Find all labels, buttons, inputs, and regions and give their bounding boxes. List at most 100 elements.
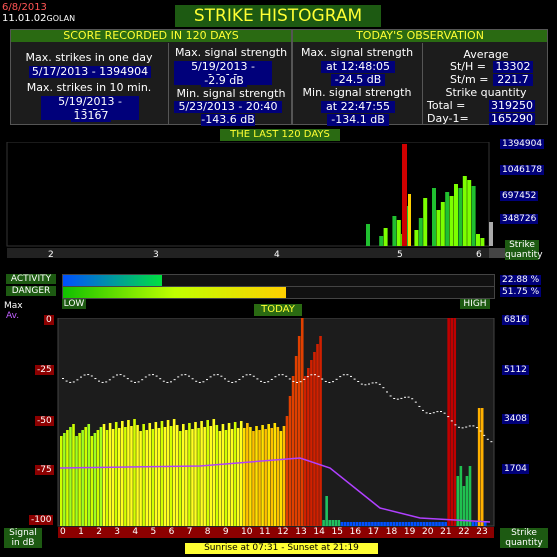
hour-label: 4 bbox=[132, 527, 139, 537]
bar bbox=[349, 522, 353, 526]
bar bbox=[375, 382, 378, 384]
bar bbox=[130, 380, 133, 382]
bar bbox=[461, 427, 464, 429]
bar bbox=[328, 381, 331, 383]
bar bbox=[462, 176, 467, 246]
bar bbox=[291, 376, 295, 526]
bar bbox=[389, 395, 392, 397]
bar bbox=[355, 522, 359, 526]
bar bbox=[440, 202, 445, 246]
bar bbox=[322, 520, 325, 526]
bar bbox=[258, 430, 261, 526]
bar bbox=[116, 374, 118, 376]
bar bbox=[117, 428, 121, 526]
bar bbox=[178, 431, 182, 526]
hour-label: 20 bbox=[422, 527, 434, 537]
bar bbox=[221, 424, 225, 526]
bar bbox=[292, 380, 295, 382]
bar bbox=[242, 376, 244, 378]
bar bbox=[282, 426, 286, 526]
sth-label: St/H = bbox=[450, 60, 486, 73]
bar bbox=[383, 522, 386, 526]
sun-times: Sunrise at 07:31 - Sunset at 21:19 bbox=[185, 543, 378, 554]
bar bbox=[408, 194, 411, 246]
bar bbox=[212, 419, 216, 526]
bar bbox=[252, 431, 255, 526]
bar bbox=[489, 222, 493, 246]
bar bbox=[267, 381, 270, 383]
bar bbox=[414, 230, 419, 246]
observation-panel: TODAY'S OBSERVATION Max. signal strength… bbox=[292, 29, 548, 126]
bar bbox=[353, 378, 356, 380]
bar bbox=[418, 405, 421, 407]
bar bbox=[224, 430, 228, 526]
current-date: 6/8/2013 bbox=[2, 2, 47, 13]
bar bbox=[429, 522, 432, 526]
bar bbox=[467, 180, 472, 246]
bar bbox=[382, 387, 385, 389]
legend-max: Max bbox=[4, 301, 23, 311]
bar bbox=[278, 374, 280, 376]
bar bbox=[407, 522, 411, 526]
max-strikes-10min-label: Max. strikes in 10 min. bbox=[26, 81, 152, 94]
bar bbox=[483, 522, 487, 526]
day1-label: Day-1= bbox=[427, 112, 469, 125]
bar bbox=[137, 381, 140, 383]
bar bbox=[188, 375, 190, 377]
bar bbox=[72, 424, 75, 526]
bar bbox=[96, 430, 100, 526]
bar bbox=[368, 522, 371, 526]
page-title: STRIKE HISTOGRAM bbox=[175, 5, 381, 27]
bar bbox=[343, 522, 347, 526]
bar bbox=[206, 420, 209, 526]
bar bbox=[335, 378, 338, 380]
bar bbox=[234, 381, 237, 383]
bar bbox=[136, 425, 139, 526]
bar bbox=[121, 421, 124, 526]
bar bbox=[438, 522, 441, 526]
last120-axis-label: Strike quantity bbox=[505, 240, 543, 260]
bar bbox=[392, 216, 397, 246]
obs-min-signal-time: at 22:47:55 bbox=[321, 101, 395, 113]
hour-label: 21 bbox=[440, 527, 452, 537]
bar bbox=[200, 421, 203, 526]
bar bbox=[203, 427, 206, 526]
bar bbox=[151, 429, 155, 526]
average-label: Average bbox=[463, 48, 509, 61]
bar bbox=[444, 522, 447, 526]
bar bbox=[407, 396, 410, 398]
bar bbox=[317, 375, 320, 377]
bar bbox=[72, 381, 75, 383]
bar bbox=[239, 421, 243, 526]
bar bbox=[213, 374, 216, 376]
bar bbox=[270, 378, 273, 380]
bar bbox=[114, 422, 118, 526]
bar bbox=[69, 381, 72, 383]
bar bbox=[224, 378, 226, 380]
activity-label: ACTIVITY bbox=[6, 274, 56, 284]
signal-tick-0: 0 bbox=[44, 315, 54, 325]
bar bbox=[276, 427, 280, 526]
bar bbox=[202, 381, 205, 383]
bar bbox=[328, 520, 331, 526]
strike-axis-label: Strike quantity bbox=[500, 528, 548, 548]
bar bbox=[480, 408, 484, 526]
obs-max-signal-time: at 12:48:05 bbox=[321, 61, 395, 73]
bar bbox=[440, 411, 442, 413]
bar bbox=[360, 383, 363, 385]
bar bbox=[447, 416, 450, 418]
bar bbox=[63, 433, 66, 526]
max-strikes-10min-value: 13167 bbox=[71, 110, 111, 122]
bar bbox=[377, 522, 380, 526]
bar bbox=[236, 428, 240, 526]
bar bbox=[148, 423, 152, 526]
bar bbox=[209, 376, 212, 378]
bar bbox=[267, 424, 270, 526]
score-heading: SCORE RECORDED IN 120 DAYS bbox=[11, 30, 291, 42]
bar bbox=[173, 379, 176, 381]
bar bbox=[62, 378, 64, 379]
bar bbox=[321, 378, 324, 380]
bar bbox=[490, 441, 493, 443]
bar bbox=[419, 522, 423, 526]
bar bbox=[206, 379, 208, 381]
